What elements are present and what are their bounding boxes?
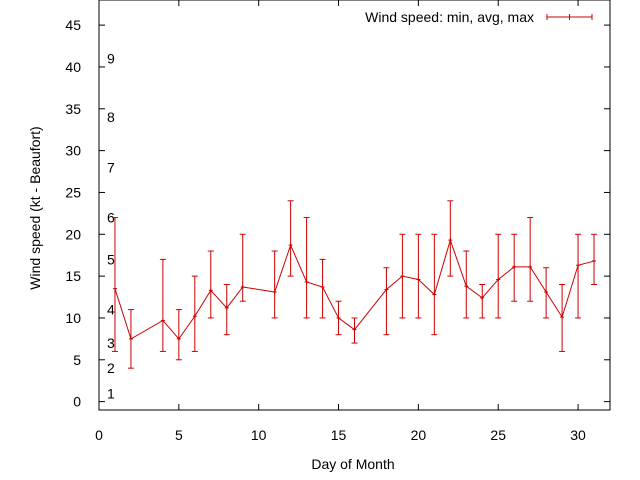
data-point [112, 286, 117, 291]
beaufort-label: 8 [107, 109, 115, 125]
data-point [128, 336, 133, 341]
y-tick-label: 0 [73, 394, 81, 410]
data-point [224, 305, 229, 310]
y-tick-label: 35 [65, 101, 81, 117]
legend-sample [546, 14, 593, 20]
data-point [272, 290, 277, 295]
y-axis-label: Wind speed (kt - Beaufort) [27, 126, 43, 289]
beaufort-label: 4 [107, 302, 115, 318]
x-tick-label: 0 [95, 427, 103, 443]
data-point [336, 315, 341, 320]
data-point [544, 290, 549, 295]
x-tick-label: 30 [570, 427, 586, 443]
data-point [432, 292, 437, 297]
y-tick-label: 45 [65, 17, 81, 33]
data-point [496, 277, 501, 282]
data-point [528, 264, 533, 269]
y-tick-label: 30 [65, 143, 81, 159]
x-axis: 0 5 10 15 20 25 30 [95, 0, 586, 443]
data-point [320, 285, 325, 289]
data-point [288, 243, 293, 248]
x-tick-label: 20 [411, 427, 427, 443]
y-tick-label: 40 [65, 59, 81, 75]
y-tick-label: 20 [65, 226, 81, 242]
x-axis-label: Day of Month [311, 456, 394, 472]
data-point [560, 315, 565, 320]
data-point [400, 274, 405, 279]
data-point [416, 277, 421, 282]
data-point [352, 327, 357, 332]
legend-label: Wind speed: min, avg, max [365, 9, 534, 25]
beaufort-label: 1 [107, 385, 115, 401]
data-point [304, 279, 309, 284]
beaufort-label: 9 [107, 51, 115, 67]
beaufort-label: 5 [107, 251, 115, 267]
avg-series-line [114, 238, 595, 340]
data-point [592, 259, 597, 264]
y-tick-label: 25 [65, 184, 81, 200]
data-point [464, 284, 469, 289]
data-point [160, 318, 165, 323]
data-point [480, 295, 485, 300]
data-point [176, 336, 181, 341]
data-point [208, 288, 213, 293]
x-tick-label: 15 [331, 427, 347, 443]
x-tick-label: 5 [175, 427, 183, 443]
y-tick-label: 10 [65, 310, 81, 326]
data-point [448, 238, 453, 243]
x-tick-label: 10 [251, 427, 267, 443]
y-tick-label: 15 [65, 268, 81, 284]
beaufort-label: 6 [107, 210, 115, 226]
beaufort-label: 2 [107, 360, 115, 376]
beaufort-scale: 1 2 3 4 5 6 7 8 9 [107, 51, 115, 402]
data-point [192, 314, 197, 319]
plot-frame [98, 0, 611, 411]
data-point [512, 264, 517, 269]
x-tick-label: 25 [490, 427, 506, 443]
data-point [384, 287, 389, 292]
beaufort-label: 7 [107, 159, 115, 175]
data-point [576, 263, 581, 268]
data-point [240, 285, 245, 289]
beaufort-label: 3 [107, 335, 115, 351]
avg-points [112, 238, 597, 341]
legend: Wind speed: min, avg, max [365, 9, 593, 25]
y-tick-label: 5 [73, 352, 81, 368]
error-bars [111, 200, 598, 369]
